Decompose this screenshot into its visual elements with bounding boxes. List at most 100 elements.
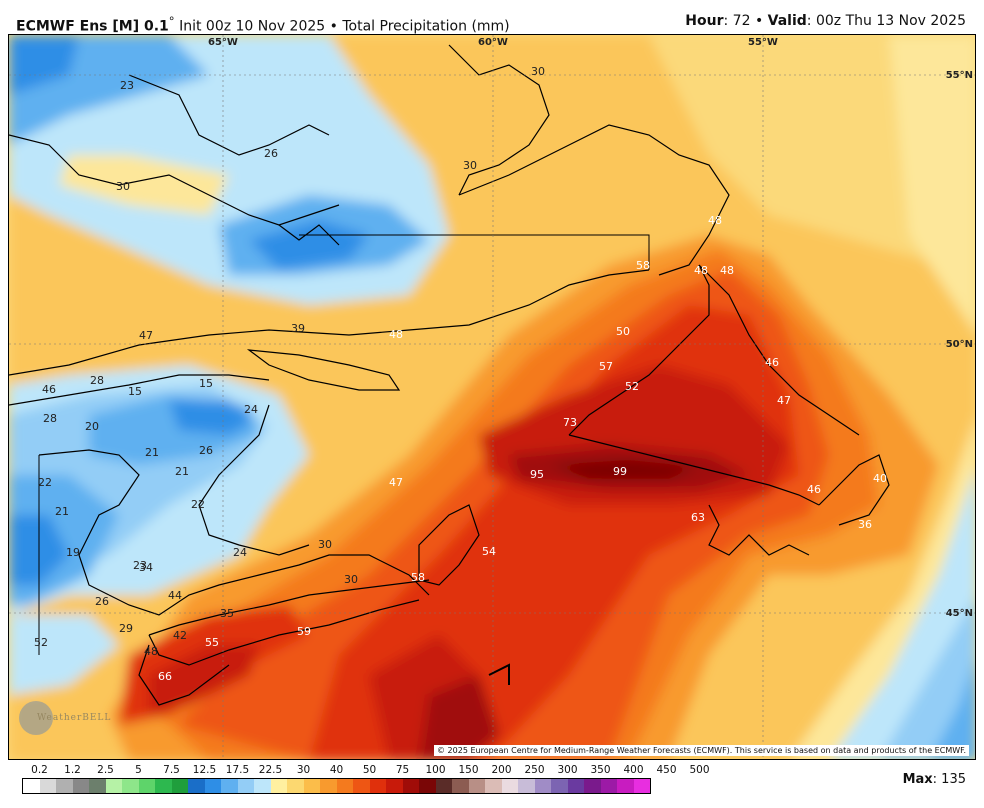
colorbar-swatch — [270, 779, 287, 793]
colorbar-tick-label: 22.5 — [258, 764, 283, 776]
colorbar-tick-label: 0.2 — [31, 764, 48, 776]
valid-label: Valid — [767, 13, 807, 29]
value-label: 48 — [708, 214, 722, 227]
lat-label: 55°N — [946, 70, 973, 81]
value-label: 47 — [389, 476, 403, 489]
value-label: 99 — [613, 465, 627, 478]
degree-sign: ° — [168, 14, 175, 28]
colorbar-swatch — [419, 779, 436, 793]
colorbar-swatch — [402, 779, 419, 793]
colorbar-swatch — [39, 779, 56, 793]
value-label: 48 — [694, 264, 708, 277]
colorbar-swatch — [303, 779, 320, 793]
colorbar-tick-label: 350 — [590, 764, 611, 776]
value-label: 52 — [625, 380, 639, 393]
value-label: 46 — [765, 356, 779, 369]
value-label: 39 — [291, 322, 305, 335]
colorbar-tick-label: 2.5 — [97, 764, 114, 776]
value-label: 95 — [530, 468, 544, 481]
value-label: 30 — [344, 573, 358, 586]
value-label: 54 — [482, 545, 496, 558]
colorbar-swatch — [386, 779, 403, 793]
value-label: 52 — [34, 636, 48, 649]
colorbar-tick-label: 12.5 — [192, 764, 217, 776]
value-label: 55 — [205, 636, 219, 649]
value-label: 46 — [807, 483, 821, 496]
value-label: 34 — [139, 561, 153, 574]
value-label: 50 — [616, 325, 630, 338]
value-label: 35 — [220, 607, 234, 620]
colorbar-swatch — [584, 779, 601, 793]
colorbar-tick-label: 250 — [524, 764, 545, 776]
value-label: 58 — [636, 259, 650, 272]
colorbar-swatch — [237, 779, 254, 793]
map-title: ECMWF Ens [M] 0.1° Init 00z 10 Nov 2025 … — [16, 12, 510, 36]
colorbar-swatch — [336, 779, 353, 793]
colorbar-swatch — [56, 779, 73, 793]
value-label: 48 — [389, 328, 403, 341]
value-label: 24 — [244, 403, 258, 416]
value-label: 19 — [66, 546, 80, 559]
lat-label: 50°N — [946, 339, 973, 350]
colorbar-swatch — [633, 779, 650, 793]
colorbar-swatch — [221, 779, 238, 793]
value-label: 22 — [191, 498, 205, 511]
colorbar-tick-label: 100 — [425, 764, 446, 776]
colorbar-swatch — [122, 779, 139, 793]
value-label: 30 — [531, 65, 545, 78]
colorbar-tick-label: 200 — [491, 764, 512, 776]
hour-label: Hour — [685, 13, 724, 29]
colorbar-swatch — [138, 779, 155, 793]
colorbar-tick-label: 450 — [656, 764, 677, 776]
lat-label: 45°N — [946, 608, 973, 619]
value-label: 48 — [720, 264, 734, 277]
colorbar-tick-label: 300 — [557, 764, 578, 776]
precip-field — [9, 35, 975, 759]
value-label: 46 — [42, 383, 56, 396]
colorbar-swatch — [171, 779, 188, 793]
value-label: 21 — [145, 446, 159, 459]
value-label: 15 — [199, 377, 213, 390]
colorbar-swatch — [188, 779, 205, 793]
colorbar-tick-label: 500 — [689, 764, 710, 776]
colorbar-swatch — [435, 779, 452, 793]
hour-value: : 72 • — [723, 13, 768, 29]
value-label: 47 — [139, 329, 153, 342]
value-label: 58 — [411, 571, 425, 584]
colorbar-tick-label: 30 — [296, 764, 311, 776]
init-description: Init 00z 10 Nov 2025 • Total Precipitati… — [174, 18, 510, 35]
colorbar-swatch — [204, 779, 221, 793]
value-label: 15 — [128, 385, 142, 398]
value-label: 26 — [264, 147, 278, 160]
value-label: 47 — [777, 394, 791, 407]
precipitation-map[interactable]: 65°W 60°W 55°W 55°N 50°N 45°N 23 26 30 3… — [8, 34, 976, 760]
value-label: 36 — [858, 518, 872, 531]
colorbar-tick-label: 17.5 — [225, 764, 250, 776]
colorbar-swatch — [155, 779, 172, 793]
colorbar-tick-label: 50 — [362, 764, 377, 776]
value-label: 63 — [691, 511, 705, 524]
value-label: 20 — [85, 420, 99, 433]
value-label: 26 — [95, 595, 109, 608]
value-label: 23 — [120, 79, 134, 92]
colorbar-tick-label: 150 — [458, 764, 479, 776]
value-label: 30 — [463, 159, 477, 172]
value-label: 28 — [90, 374, 104, 387]
value-label: 21 — [55, 505, 69, 518]
colorbar-swatch — [501, 779, 518, 793]
colorbar-ticks: 0.2 1.2 2.5 5 7.5 12.5 17.5 22.5 30 40 50 75 100 150 2… — [22, 764, 722, 776]
colorbar-swatch — [105, 779, 122, 793]
colorbar-swatch — [567, 779, 584, 793]
colorbar-tick-label: 75 — [395, 764, 410, 776]
colorbar-swatch — [452, 779, 469, 793]
value-label: 24 — [233, 546, 247, 559]
colorbar-swatch — [287, 779, 304, 793]
value-label: 42 — [173, 629, 187, 642]
value-label: 23 — [133, 559, 147, 572]
colorbar-tick-label: 5 — [135, 764, 142, 776]
value-label: 44 — [168, 589, 182, 602]
valid-value: : 00z Thu 13 Nov 2025 — [806, 13, 966, 29]
colorbar-swatch — [600, 779, 617, 793]
lon-label: 60°W — [478, 37, 508, 48]
value-label: 21 — [175, 465, 189, 478]
